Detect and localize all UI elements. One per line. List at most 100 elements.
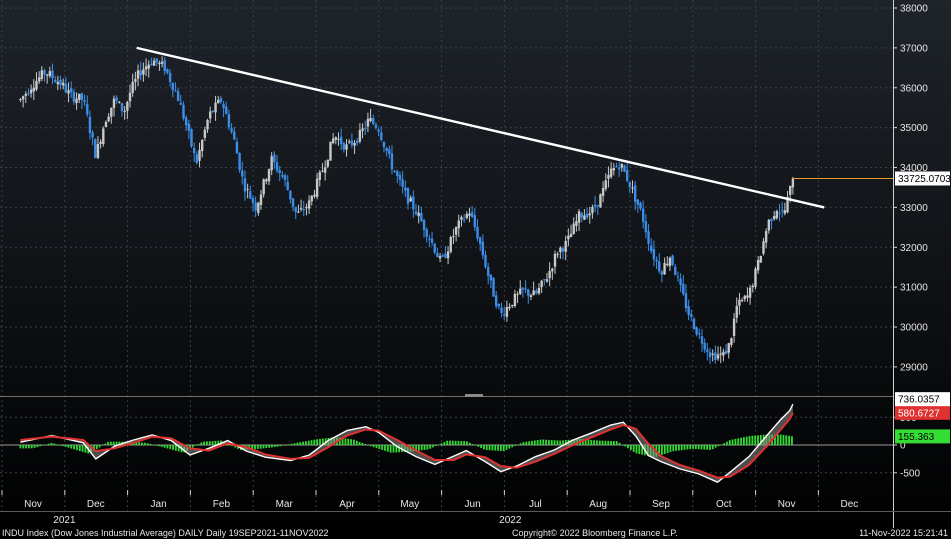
candle-body xyxy=(513,293,517,307)
histogram-bar xyxy=(692,445,694,449)
histogram-bar xyxy=(228,444,231,446)
candle-body xyxy=(567,235,570,240)
last-price-label: 33725.0703 xyxy=(898,174,951,185)
histogram-bar xyxy=(613,441,615,445)
histogram-bar xyxy=(426,445,429,450)
histogram-bar xyxy=(44,444,47,446)
candle-body xyxy=(551,268,554,272)
histogram-bar xyxy=(494,445,497,451)
candle-body xyxy=(289,190,292,200)
histogram-bar xyxy=(177,445,180,452)
candle-body xyxy=(486,267,490,276)
candle-body xyxy=(449,237,452,252)
histogram-bar xyxy=(731,439,734,445)
panel-resize-handle[interactable] xyxy=(465,394,483,397)
price-tick-label: 29000 xyxy=(900,362,928,373)
candle-body xyxy=(339,136,343,145)
histogram-bar xyxy=(39,445,42,447)
histogram-bar xyxy=(358,441,361,445)
histogram-bar xyxy=(717,445,720,447)
histogram-bar xyxy=(669,445,672,453)
histogram-bar xyxy=(160,445,163,447)
candle-body xyxy=(703,342,706,350)
price-candles xyxy=(19,56,795,365)
candle-body xyxy=(417,212,420,217)
candle-body xyxy=(401,179,404,187)
histogram-bar xyxy=(553,440,556,445)
candle-body xyxy=(452,236,455,238)
histogram-bar xyxy=(367,445,369,446)
histogram-bar xyxy=(711,445,714,450)
candle-body xyxy=(476,226,479,239)
candle-body xyxy=(783,210,787,214)
candle-body xyxy=(505,306,509,317)
candle-body xyxy=(658,261,661,272)
candle-body xyxy=(789,185,792,195)
histogram-bar xyxy=(548,439,550,445)
candle-body xyxy=(278,170,281,174)
indicator-tick-label: -500 xyxy=(900,468,920,479)
month-label: Sep xyxy=(652,499,670,510)
candle-body xyxy=(625,170,629,181)
histogram-bar xyxy=(533,440,536,445)
candle-body xyxy=(374,124,378,129)
histogram-bar xyxy=(321,438,324,445)
candle-body xyxy=(347,141,351,143)
indicator-hist-label-box xyxy=(895,429,950,444)
candle-body xyxy=(192,147,196,154)
candle-body xyxy=(152,60,156,66)
candle-body xyxy=(225,106,228,114)
histogram-bar xyxy=(454,440,457,445)
month-label: Dec xyxy=(841,499,859,510)
candle-body xyxy=(385,147,388,152)
histogram-bar xyxy=(748,436,751,445)
histogram-bar xyxy=(146,443,149,445)
histogram-bar xyxy=(138,442,141,445)
histogram-bar xyxy=(217,440,220,445)
candle-body xyxy=(222,104,225,109)
candle-body xyxy=(494,295,498,307)
histogram-bar xyxy=(279,445,282,447)
histogram-bar xyxy=(502,445,505,452)
candle-body xyxy=(396,171,399,177)
candle-body xyxy=(460,217,463,220)
candle-body xyxy=(120,103,124,112)
candle-body xyxy=(521,287,525,290)
candle-body xyxy=(94,139,97,159)
histogram-bar xyxy=(112,441,115,445)
histogram-bar xyxy=(593,440,596,445)
candle-body xyxy=(235,141,239,154)
histogram-bar xyxy=(683,445,686,450)
histogram-bar xyxy=(84,445,87,453)
candle-body xyxy=(674,266,677,275)
histogram-bar xyxy=(791,436,793,445)
indicator-line-white xyxy=(20,403,794,483)
histogram-bar xyxy=(155,445,157,446)
candle-body xyxy=(158,62,161,65)
candle-body xyxy=(40,70,44,79)
histogram-bar xyxy=(545,439,547,445)
candle-body xyxy=(706,349,709,352)
histogram-bar xyxy=(214,440,217,445)
histogram-bar xyxy=(81,445,84,452)
candle-body xyxy=(666,263,669,265)
histogram-bar xyxy=(590,439,593,445)
histogram-bar xyxy=(211,441,214,445)
histogram-bar xyxy=(310,440,313,445)
histogram-bar xyxy=(740,437,742,445)
candle-body xyxy=(179,102,183,105)
histogram-bar xyxy=(304,441,307,445)
candle-body xyxy=(91,132,94,138)
histogram-bar xyxy=(635,445,638,454)
histogram-bar xyxy=(141,442,143,445)
candle-body xyxy=(147,64,150,69)
histogram-bar xyxy=(319,438,321,445)
histogram-bar xyxy=(471,444,474,445)
histogram-bar xyxy=(50,442,53,445)
histogram-bar xyxy=(169,445,172,450)
histogram-bar xyxy=(53,443,56,445)
month-label: Dec xyxy=(87,499,105,510)
candle-body xyxy=(356,140,359,144)
candle-body xyxy=(633,185,637,202)
